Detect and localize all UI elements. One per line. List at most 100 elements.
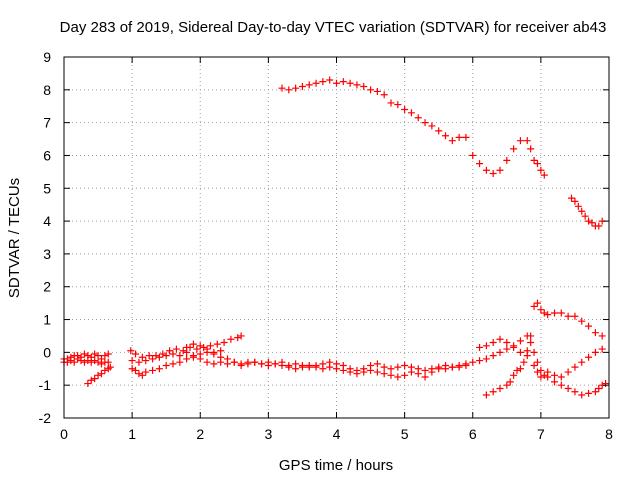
data-point-marker [442, 365, 449, 373]
data-point-marker [152, 352, 160, 360]
data-point-marker [442, 132, 449, 140]
data-point-marker [176, 352, 184, 360]
data-point-marker [63, 358, 71, 366]
data-point-marker [476, 343, 484, 351]
data-point-marker [84, 380, 92, 388]
data-point-marker [319, 78, 327, 86]
series-seg-d [127, 332, 245, 361]
data-point-marker [407, 368, 415, 376]
data-point-marker [557, 309, 565, 317]
data-point-marker [401, 371, 409, 379]
data-point-marker [414, 370, 422, 378]
data-point-marker [544, 373, 552, 381]
data-point-marker [128, 357, 136, 365]
data-point-marker [482, 342, 490, 350]
data-point-marker [101, 366, 109, 374]
data-point-marker [196, 342, 204, 350]
data-point-marker [510, 145, 518, 153]
data-point-marker [523, 332, 531, 340]
x-tick-label: 6 [469, 426, 477, 442]
data-point-marker [588, 219, 596, 227]
data-point-marker [448, 363, 456, 371]
data-point-marker [581, 212, 589, 220]
data-point-marker [77, 357, 85, 365]
data-point-marker [305, 361, 313, 369]
y-tick-label: 9 [43, 49, 51, 65]
data-point-marker [80, 350, 88, 358]
data-point-marker [183, 355, 191, 363]
data-point-marker [516, 365, 524, 373]
data-point-marker [193, 345, 201, 353]
grid-lines [64, 57, 609, 418]
data-point-marker [217, 353, 225, 361]
data-point-marker [251, 358, 259, 366]
data-point-marker [564, 368, 572, 376]
data-markers [60, 76, 610, 399]
data-point-marker [455, 133, 463, 141]
data-point-marker [166, 347, 174, 355]
x-tick-label: 5 [401, 426, 409, 442]
data-point-marker [149, 366, 157, 374]
data-point-marker [407, 109, 415, 117]
data-point-marker [373, 360, 381, 368]
data-point-marker [489, 388, 497, 396]
data-point-marker [387, 371, 395, 379]
data-point-marker [574, 202, 582, 210]
data-point-marker [537, 306, 545, 314]
data-point-marker [387, 99, 395, 107]
series-seg-k [476, 335, 606, 381]
data-point-marker [523, 137, 531, 145]
data-point-marker [237, 360, 245, 368]
data-point-marker [571, 388, 579, 396]
data-point-marker [503, 339, 511, 347]
y-tick-label: 0 [43, 344, 51, 360]
data-point-marker [585, 353, 593, 361]
data-point-marker [533, 160, 541, 168]
data-point-marker [503, 345, 511, 353]
data-point-marker [578, 207, 586, 215]
data-point-marker [557, 381, 565, 389]
data-point-marker [533, 368, 541, 376]
data-point-marker [380, 91, 388, 99]
data-point-marker [373, 87, 381, 95]
data-point-marker [97, 360, 105, 368]
data-point-marker [530, 156, 538, 164]
data-point-marker [557, 373, 565, 381]
data-point-marker [571, 312, 579, 320]
y-tick-label: 2 [43, 279, 51, 295]
data-point-marker [367, 86, 375, 94]
data-point-marker [70, 358, 78, 366]
data-point-marker [271, 360, 279, 368]
data-point-marker [414, 114, 422, 122]
series-seg-c [84, 363, 114, 388]
data-point-marker [172, 345, 180, 353]
data-point-marker [469, 151, 477, 159]
data-point-marker [469, 358, 477, 366]
data-point-marker [264, 361, 272, 369]
data-point-marker [585, 322, 593, 330]
data-point-marker [353, 81, 361, 89]
data-point-marker [510, 371, 518, 379]
series-seg-i [568, 194, 606, 230]
data-point-marker [162, 352, 170, 360]
data-point-marker [448, 137, 456, 145]
data-point-marker [568, 194, 576, 202]
data-point-marker [551, 371, 558, 379]
data-point-marker [435, 127, 443, 135]
data-point-marker [595, 384, 603, 392]
data-point-marker [401, 106, 409, 114]
data-point-marker [227, 335, 235, 343]
data-point-marker [230, 358, 238, 366]
series-seg-j [482, 299, 606, 399]
data-point-marker [326, 363, 334, 371]
data-point-marker [189, 352, 197, 360]
x-tick-label: 4 [333, 426, 341, 442]
data-point-marker [421, 366, 429, 374]
data-point-marker [74, 355, 82, 363]
data-point-marker [155, 365, 163, 373]
data-point-marker [220, 339, 228, 347]
data-point-marker [104, 350, 112, 358]
x-tick-labels: 0 1 2 3 4 5 6 7 8 [60, 426, 613, 442]
data-point-marker [234, 334, 242, 342]
data-point-marker [516, 337, 524, 345]
